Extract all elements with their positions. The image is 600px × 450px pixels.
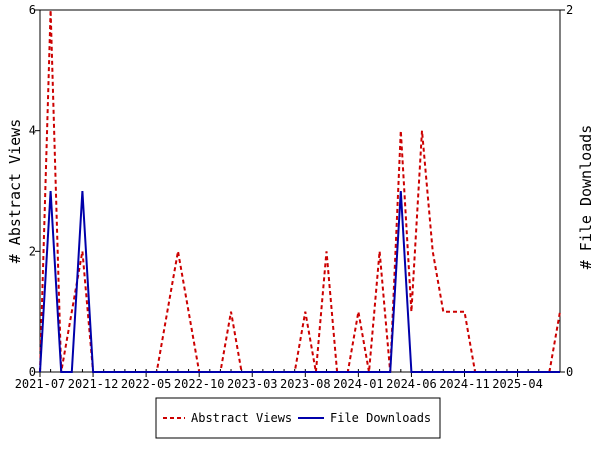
x-axis-ticks: 2021-07 2021-12 2022-05 2022-10 2023-03 2023-… <box>15 372 543 391</box>
y-left-tick-label: 0 <box>29 365 36 379</box>
y-right-axis-title: # File Downloads <box>577 125 595 270</box>
x-tick-label: 2025-04 <box>492 377 543 391</box>
x-tick-label: 2024-11 <box>439 377 490 391</box>
y-left-tick-label: 4 <box>29 124 36 138</box>
x-tick-label: 2023-03 <box>227 377 278 391</box>
y-left-axis-ticks: 0 2 4 6 <box>29 3 40 379</box>
y-left-axis-title: # Abstract Views <box>6 119 24 264</box>
x-tick-label: 2021-07 <box>15 377 66 391</box>
y-right-tick-label: 0 <box>566 365 573 379</box>
legend-label-file-downloads: File Downloads <box>330 411 431 425</box>
x-tick-label: 2024-06 <box>386 377 437 391</box>
legend-label-abstract-views: Abstract Views <box>191 411 292 425</box>
x-tick-label: 2022-05 <box>121 377 172 391</box>
series-line-abstract-views <box>39 9 561 373</box>
x-tick-label: 2024-01 <box>333 377 384 391</box>
x-tick-label: 2022-10 <box>174 377 225 391</box>
y-right-tick-label: 2 <box>566 3 573 17</box>
y-left-tick-label: 6 <box>29 3 36 17</box>
y-right-axis-ticks: 02 <box>560 3 573 379</box>
series-layer <box>39 9 561 373</box>
x-tick-label: 2023-08 <box>280 377 331 391</box>
series-line-file-downloads <box>39 190 560 373</box>
x-tick-label: 2021-12 <box>68 377 119 391</box>
legend: Abstract Views File Downloads <box>155 397 441 439</box>
plot-area-frame <box>39 9 561 373</box>
y-left-tick-label: 2 <box>29 244 36 258</box>
